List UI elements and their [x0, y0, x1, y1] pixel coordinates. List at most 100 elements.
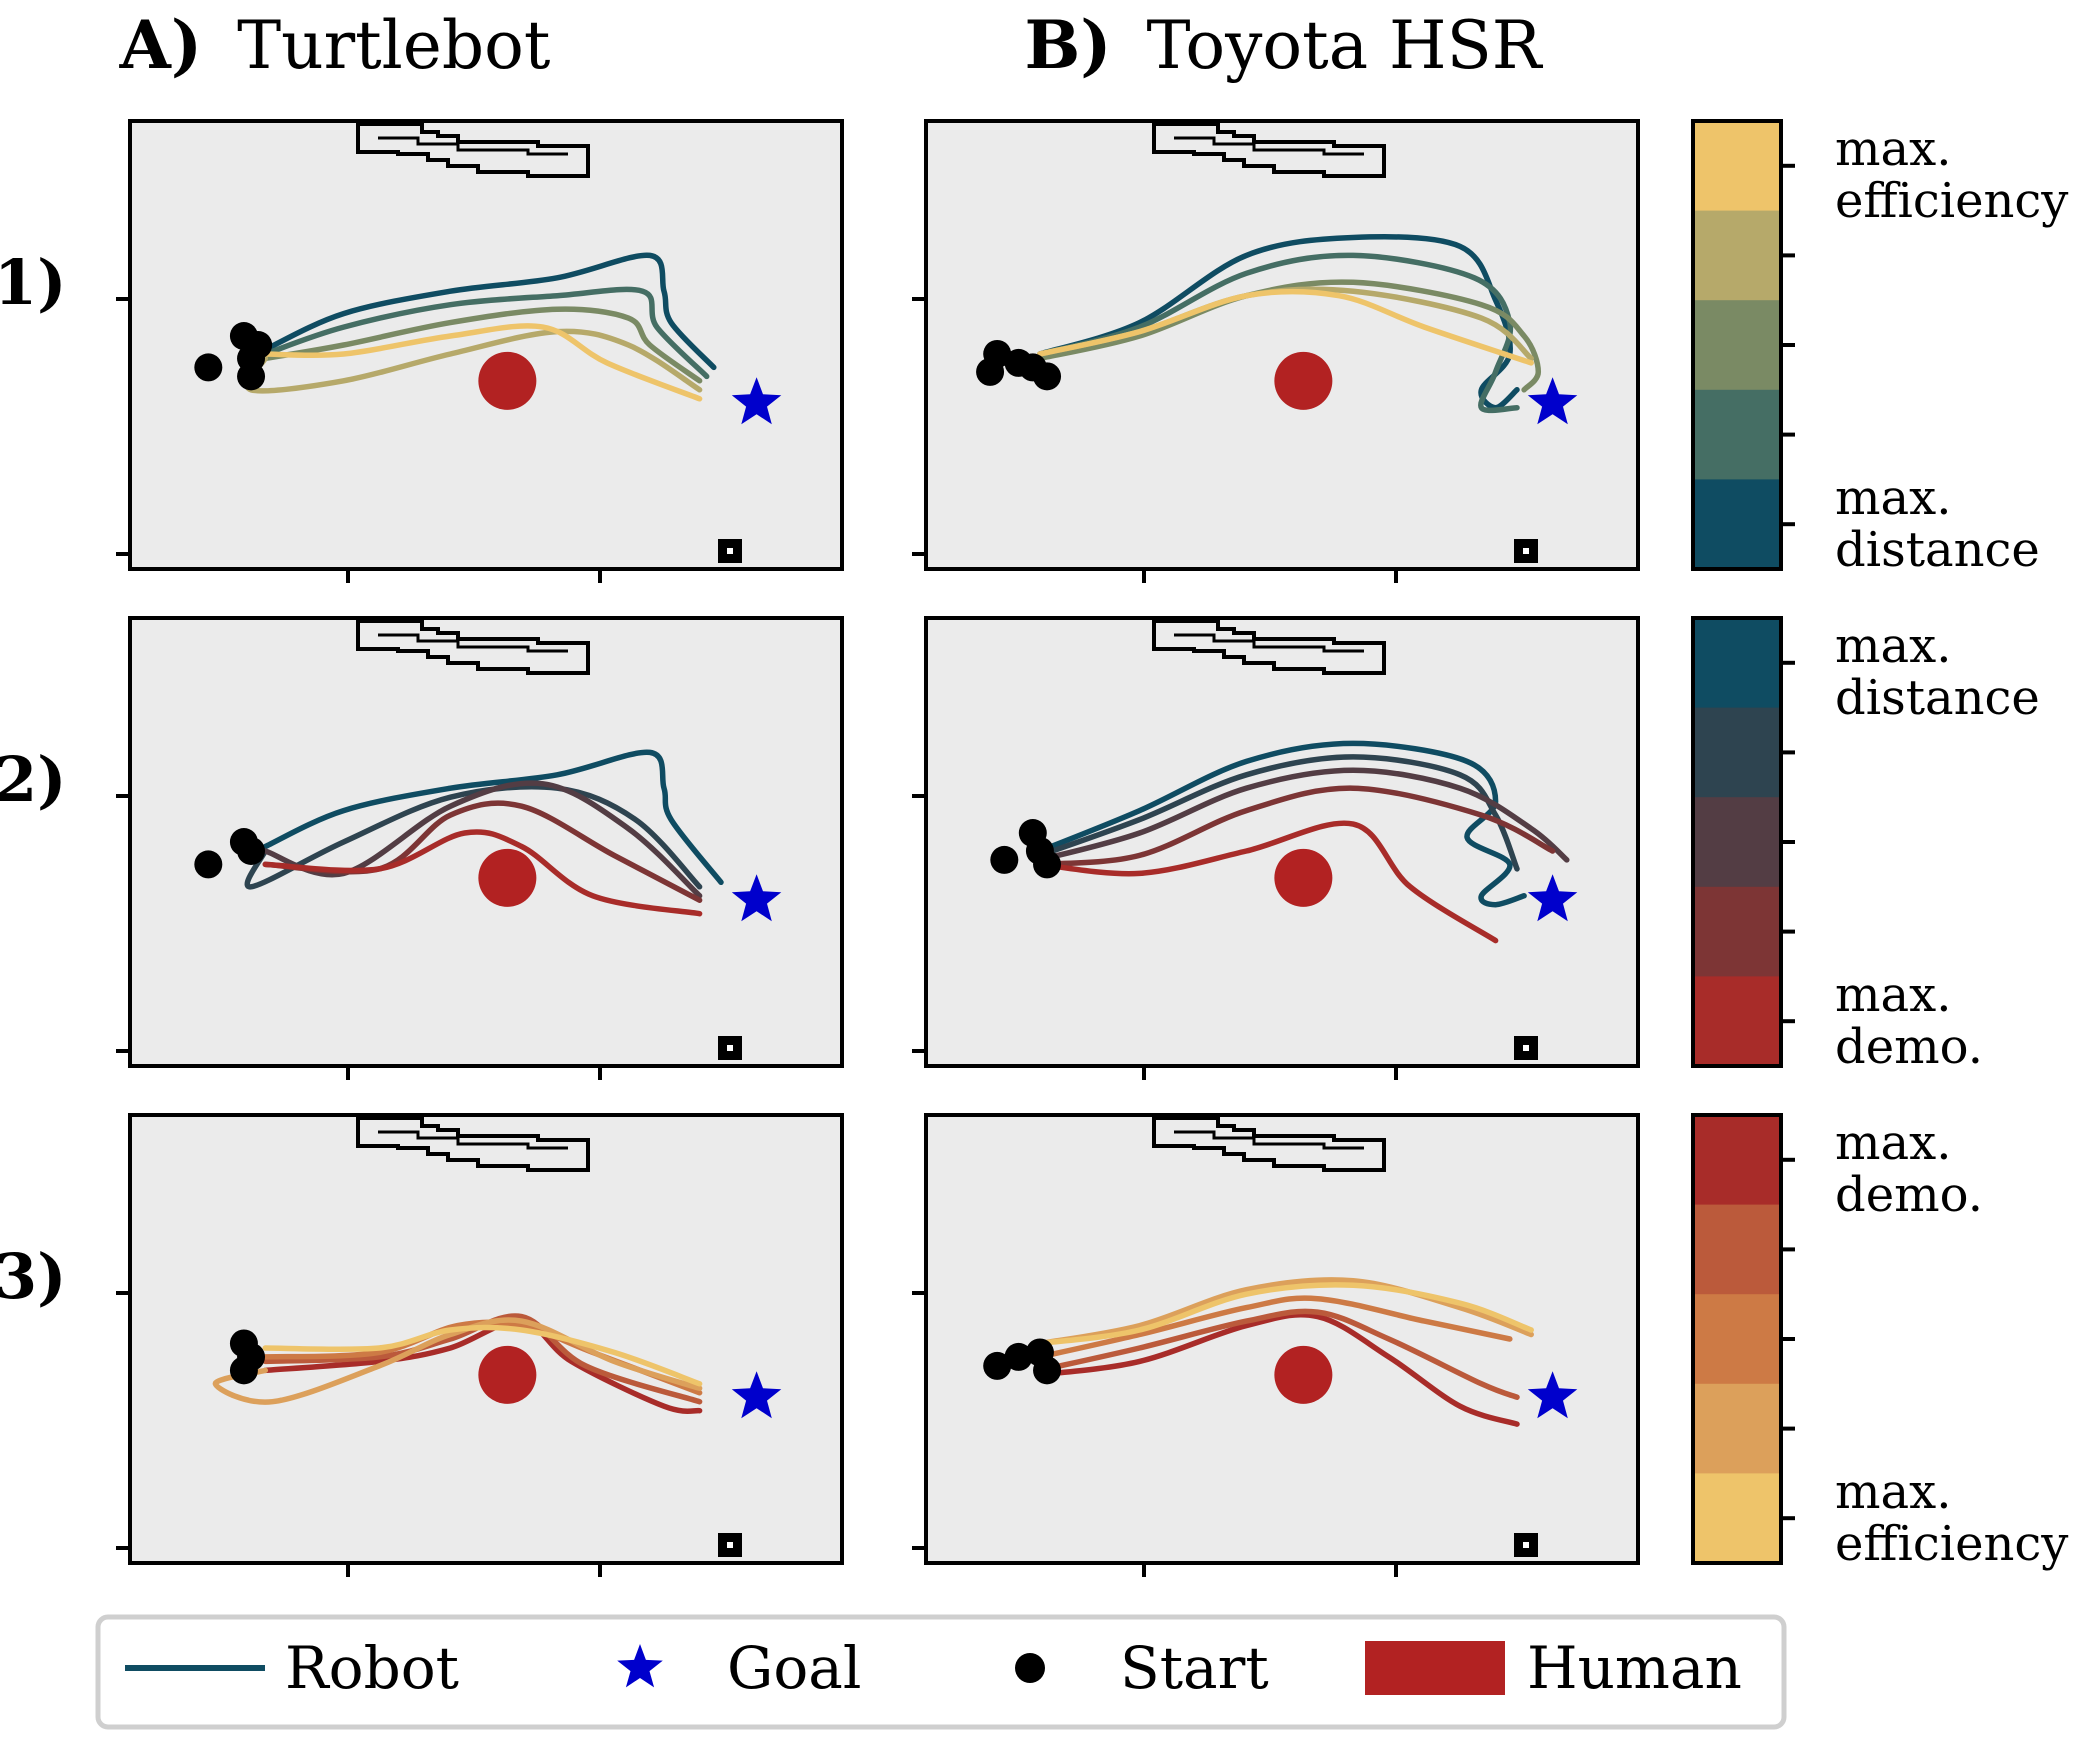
- row-label-3: 3): [0, 1240, 66, 1313]
- colorbar-segment: [1693, 1383, 1781, 1474]
- panel-background: [926, 1115, 1638, 1563]
- colorbar-bottom-label: max.: [1835, 470, 1951, 526]
- map-marker-square-inner: [727, 1542, 733, 1548]
- map-obstacle-outline: [1152, 1116, 1386, 1172]
- colorbar-segment: [1693, 210, 1781, 301]
- trajectory-line: [1037, 279, 1542, 393]
- map-obstacle-inner: [378, 1130, 568, 1150]
- start-point: [237, 836, 266, 865]
- legend-human-label: Human: [1527, 1634, 1742, 1702]
- trajectory-line: [262, 780, 703, 899]
- trajectory-line: [1037, 820, 1499, 944]
- legend: Robot Goal Start Human: [95, 1614, 1787, 1730]
- trajectory-line: [212, 1317, 703, 1405]
- legend-goal-label: Goal: [727, 1634, 861, 1702]
- row-label-2: 2): [0, 743, 66, 816]
- start-point: [983, 1351, 1012, 1380]
- trajectory-line: [1037, 1282, 1534, 1347]
- goal-star: [731, 377, 782, 425]
- panel-frame: [924, 1113, 1640, 1565]
- panel-frame: [924, 119, 1640, 571]
- colorbar-frame: [1691, 1113, 1783, 1565]
- trajectory-line: [1037, 1277, 1534, 1347]
- colorbar-segment: [1693, 886, 1781, 977]
- row-labels: 1) 2) 3): [0, 246, 66, 1313]
- colorbar-frame: [1691, 119, 1783, 571]
- map-obstacle-outline: [356, 619, 590, 675]
- panel-3-a: [116, 1113, 844, 1577]
- colorbar-segment: [1693, 479, 1781, 570]
- map-marker-square-inner: [1523, 548, 1529, 554]
- goal-star: [731, 874, 782, 922]
- column-title-b: B) Toyota HSR: [1025, 6, 1544, 84]
- legend-robot-label: Robot: [285, 1634, 459, 1702]
- map-obstacle-outline: [1152, 619, 1386, 675]
- legend-goal-star: [617, 1644, 663, 1688]
- map-marker-square-inner: [1523, 1542, 1529, 1548]
- colorbar-top-label: max.: [1835, 121, 1951, 177]
- human-obstacle: [1274, 1345, 1333, 1404]
- panel-2-b: [912, 616, 1640, 1080]
- trajectory-line: [1037, 252, 1520, 414]
- human-obstacle: [478, 1345, 537, 1404]
- legend-start-label: Start: [1120, 1634, 1269, 1702]
- start-point: [976, 357, 1005, 386]
- colorbar-segment: [1693, 976, 1781, 1067]
- map-obstacle-inner: [378, 136, 568, 156]
- panel-frame: [128, 119, 844, 571]
- colorbar-segment: [1693, 389, 1781, 480]
- colorbar-top-label: max.: [1835, 618, 1951, 674]
- human-obstacle: [1274, 848, 1333, 907]
- panel-frame: [924, 616, 1640, 1068]
- human-obstacle: [478, 351, 537, 410]
- colorbar-bottom-label: max.: [1835, 967, 1951, 1023]
- goal-star: [1527, 1371, 1578, 1419]
- trajectory-line: [1037, 1308, 1520, 1400]
- colorbar-segment: [1693, 618, 1781, 709]
- panel-1-b: [912, 119, 1640, 583]
- colorbar-segment: [1693, 1294, 1781, 1385]
- trajectory-line: [262, 829, 703, 917]
- human-obstacle: [1274, 351, 1333, 410]
- goal-star: [1527, 377, 1578, 425]
- goal-star: [1527, 874, 1578, 922]
- start-point: [244, 331, 273, 359]
- panel-frame: [128, 1113, 844, 1565]
- colorbar-3: max.demo.max.efficiency: [1691, 1113, 2068, 1572]
- colorbar-segment: [1693, 121, 1781, 212]
- map-marker-square-inner: [727, 548, 733, 554]
- start-point: [194, 353, 223, 382]
- trajectory-line: [262, 1324, 703, 1387]
- map-obstacle-inner: [378, 633, 568, 653]
- map-marker-square-inner: [727, 1045, 733, 1051]
- colorbar-segment: [1693, 1473, 1781, 1564]
- colorbar-segment: [1693, 797, 1781, 888]
- trajectory-line: [1037, 740, 1527, 908]
- legend-start-dot: [1015, 1653, 1045, 1683]
- colorbar-top-label: demo.: [1835, 1167, 1983, 1223]
- trajectory-line: [262, 306, 703, 384]
- trajectory-line: [262, 323, 703, 402]
- trajectory-line: [1037, 288, 1534, 366]
- panel-frame: [128, 616, 844, 1068]
- start-point: [1004, 1342, 1033, 1371]
- start-point: [194, 850, 223, 879]
- column-title-a: A) Turtlebot: [119, 6, 551, 84]
- start-point: [229, 1356, 258, 1385]
- human-obstacle: [478, 848, 537, 907]
- colorbar-bottom-label: efficiency: [1835, 1516, 2068, 1572]
- colorbar-segment: [1693, 707, 1781, 798]
- trajectory-line: [1037, 767, 1570, 863]
- column-titles: A) Turtlebot B) Toyota HSR: [119, 6, 1544, 84]
- colorbar-bottom-label: max.: [1835, 1464, 1951, 1520]
- colorbar-bottom-label: demo.: [1835, 1019, 1983, 1075]
- panel-2-a: [116, 616, 844, 1080]
- map-obstacle-outline: [356, 122, 590, 178]
- colorbar-segment: [1693, 1204, 1781, 1295]
- map-obstacle-inner: [1174, 633, 1364, 653]
- trajectory-line: [1037, 754, 1520, 872]
- colorbar-segment: [1693, 1115, 1781, 1206]
- start-point: [1033, 1356, 1062, 1385]
